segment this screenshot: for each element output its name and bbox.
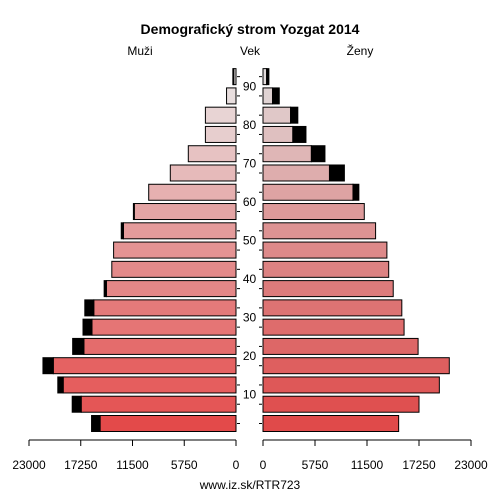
male-excess-55-59 bbox=[132, 203, 135, 221]
x-tick-label-left: 23000 bbox=[12, 458, 46, 472]
age-axis: 10 20 30 40 50 60 70 80 90 bbox=[237, 76, 262, 424]
female-bar-50-54 bbox=[262, 222, 377, 240]
male-bar-55-59 bbox=[133, 203, 237, 221]
x-tick-label-left: 0 bbox=[233, 458, 240, 472]
male-bar-60-64 bbox=[148, 183, 237, 201]
age-tick-label-30: 30 bbox=[243, 311, 257, 325]
male-excess-5-9 bbox=[71, 395, 82, 413]
x-axis-left: 23000 17250 11500 5750 0 bbox=[12, 439, 240, 472]
male-bar-75-79 bbox=[204, 125, 237, 143]
female-bar-40-44 bbox=[262, 260, 390, 278]
male-bar-35-39 bbox=[105, 280, 237, 298]
male-bar-65-69 bbox=[169, 164, 237, 182]
female-excess-65-69 bbox=[328, 164, 345, 182]
male-excess-90+ bbox=[232, 68, 235, 86]
male-excess-30-34 bbox=[84, 299, 95, 317]
female-bar-80-84 bbox=[262, 106, 292, 124]
male-bar-10-14 bbox=[62, 376, 237, 394]
source-footer: www.iz.sk/RTR723 bbox=[199, 478, 301, 492]
female-bar-45-49 bbox=[262, 241, 388, 259]
x-tick-label-left: 5750 bbox=[171, 458, 198, 472]
female-bar-5-9 bbox=[262, 395, 420, 413]
female-bar-15-19 bbox=[262, 357, 450, 375]
age-tick-label-80: 80 bbox=[243, 118, 257, 132]
male-bar-70-74 bbox=[187, 145, 237, 163]
male-bar-85-89 bbox=[226, 87, 237, 105]
x-tick-label-right: 0 bbox=[260, 458, 267, 472]
female-bar-55-59 bbox=[262, 203, 365, 221]
female-excess-75-79 bbox=[292, 125, 307, 143]
x-tick-label-right: 23000 bbox=[454, 458, 488, 472]
age-tick-label-70: 70 bbox=[243, 156, 257, 170]
age-tick-label-10: 10 bbox=[243, 388, 257, 402]
male-excess-25-29 bbox=[82, 318, 93, 336]
age-tick-label-50: 50 bbox=[243, 233, 257, 247]
female-bar-65-69 bbox=[262, 164, 330, 182]
male-excess-50-54 bbox=[120, 222, 124, 240]
male-bar-30-34 bbox=[93, 299, 237, 317]
female-excess-60-64 bbox=[352, 183, 360, 201]
x-tick-label-left: 11500 bbox=[116, 458, 149, 472]
male-bar-25-29 bbox=[91, 318, 237, 336]
male-bar-40-44 bbox=[111, 260, 237, 278]
female-bar-20-24 bbox=[262, 337, 419, 355]
male-excess-10-14 bbox=[57, 376, 64, 394]
female-excess-70-74 bbox=[310, 145, 326, 163]
male-bar-50-54 bbox=[123, 222, 237, 240]
female-bar-0-4 bbox=[262, 415, 400, 432]
female-bar-60-64 bbox=[262, 183, 354, 201]
age-tick-label-60: 60 bbox=[243, 195, 257, 209]
age-tick-label-40: 40 bbox=[243, 272, 257, 286]
male-bar-20-24 bbox=[83, 337, 237, 355]
female-bar-25-29 bbox=[262, 318, 405, 336]
female-bar-90+ bbox=[262, 68, 268, 86]
x-tick-label-right: 5750 bbox=[302, 458, 329, 472]
female-excess-85-89 bbox=[271, 87, 280, 105]
male-bar-45-49 bbox=[113, 241, 237, 259]
x-axis-right: 0 5750 11500 17250 23000 bbox=[260, 439, 488, 472]
age-tick-label-20: 20 bbox=[243, 349, 257, 363]
female-excess-80-84 bbox=[290, 106, 299, 124]
male-bar-0-4 bbox=[99, 415, 237, 432]
female-bar-10-14 bbox=[262, 376, 440, 394]
male-excess-35-39 bbox=[103, 280, 107, 298]
female-bar-30-34 bbox=[262, 299, 403, 317]
male-excess-20-24 bbox=[72, 337, 85, 355]
x-tick-label-right: 11500 bbox=[351, 458, 384, 472]
male-bar-15-19 bbox=[52, 357, 237, 375]
age-axis-label: Vek bbox=[240, 44, 261, 58]
chart-title: Demografický strom Yozgat 2014 bbox=[141, 21, 360, 37]
x-tick-label-right: 17250 bbox=[402, 458, 436, 472]
x-tick-label-left: 17250 bbox=[64, 458, 98, 472]
female-bar-75-79 bbox=[262, 125, 294, 143]
female-excess-90+ bbox=[266, 68, 270, 86]
female-bars bbox=[262, 68, 450, 432]
male-excess-0-4 bbox=[91, 415, 101, 432]
female-bar-35-39 bbox=[262, 280, 394, 298]
male-bars bbox=[42, 68, 237, 432]
female-bar-70-74 bbox=[262, 145, 312, 163]
male-label: Muži bbox=[127, 44, 152, 58]
male-excess-15-19 bbox=[42, 357, 54, 375]
age-tick-label-90: 90 bbox=[243, 79, 257, 93]
female-label: Ženy bbox=[347, 43, 374, 58]
male-bar-5-9 bbox=[80, 395, 237, 413]
male-bar-80-84 bbox=[204, 106, 237, 124]
female-bar-85-89 bbox=[262, 87, 273, 105]
